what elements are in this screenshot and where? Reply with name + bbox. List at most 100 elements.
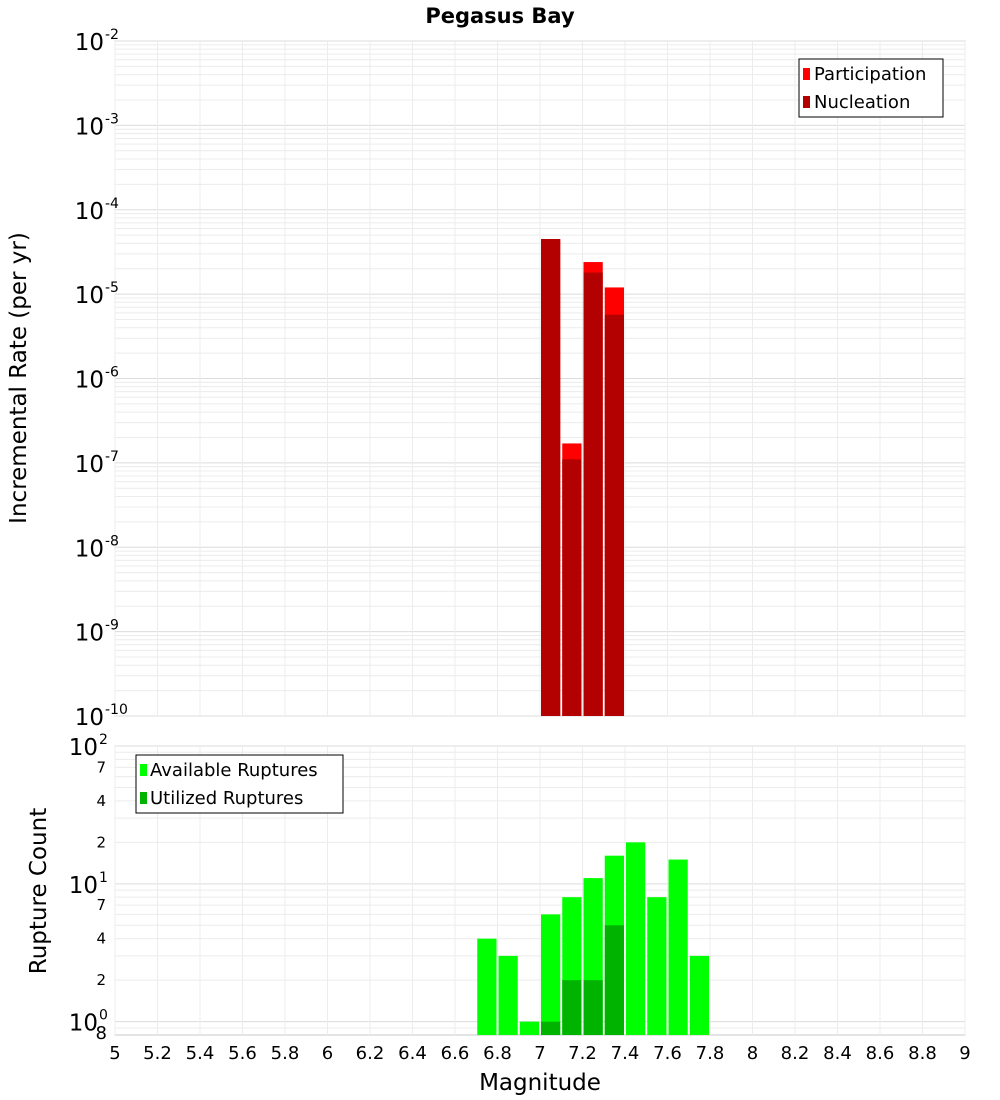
x-tick-label: 7.6 xyxy=(653,1043,682,1064)
x-tick-label: 5.4 xyxy=(186,1043,215,1064)
x-tick-label: 8.6 xyxy=(866,1043,895,1064)
count-bars xyxy=(477,842,709,1035)
x-tick-label: 9 xyxy=(959,1043,970,1064)
utilized-legend-swatch xyxy=(140,792,147,804)
x-tick-label: 5.2 xyxy=(143,1043,172,1064)
rate-y-tick-label: 10 -5 xyxy=(75,280,119,309)
available-legend-label: Available Ruptures xyxy=(150,760,318,781)
nucleation-bar xyxy=(604,314,624,716)
rate-legend: Participation Nucleation xyxy=(798,58,944,118)
rate-y-tick-exponent: -8 xyxy=(105,533,119,549)
count-y-minor-tick-label: 7 xyxy=(96,758,106,776)
x-tick-label: 7.2 xyxy=(568,1043,597,1064)
count-y-axis-label: Rupture Count xyxy=(26,808,52,974)
count-y-tick-base: 10 xyxy=(69,873,98,899)
rate-bars xyxy=(541,239,624,716)
rate-y-tick-exponent: -9 xyxy=(105,618,119,634)
count-y-minor-tick-label: 4 xyxy=(96,792,106,810)
count-y-minor-tick-label: 7 xyxy=(96,896,106,914)
utilized-legend-label: Utilized Ruptures xyxy=(150,788,303,809)
participation-legend-label: Participation xyxy=(814,64,926,85)
x-tick-label: 8.8 xyxy=(908,1043,937,1064)
available-legend-swatch xyxy=(140,764,147,776)
rate-y-tick-label: 10 -9 xyxy=(75,618,119,647)
rate-y-tick-label: 10 -6 xyxy=(75,365,119,394)
rate-y-axis-label: Incremental Rate (per yr) xyxy=(6,232,32,524)
rate-y-tick-base: 10 xyxy=(75,30,104,56)
count-legend-box xyxy=(135,754,344,814)
x-tick-label: 8.4 xyxy=(823,1043,852,1064)
available-ruptures-bar xyxy=(668,859,688,1035)
x-tick-label: 7.4 xyxy=(611,1043,640,1064)
count-y-tick-label: 10 2 xyxy=(69,732,108,761)
count-y-tick-label: 10 1 xyxy=(69,870,108,899)
rate-y-ticks: 10-210-310-410-510-610-710-810-910-10 xyxy=(75,27,128,731)
rate-y-tick-base: 10 xyxy=(75,368,104,394)
count-y-tick-base: 10 xyxy=(69,735,98,761)
available-ruptures-bar xyxy=(477,938,497,1035)
count-y-tick-label: 10 0 xyxy=(69,1008,108,1037)
utilized-ruptures-bar xyxy=(583,980,603,1035)
chart-title: Pegasus Bay xyxy=(425,4,575,28)
rate-y-tick-label: 10 -10 xyxy=(75,702,128,731)
x-tick-label: 6 xyxy=(322,1043,333,1064)
rate-y-tick-base: 10 xyxy=(75,452,104,478)
count-y-tick-base: 10 xyxy=(69,1011,98,1037)
available-ruptures-bar xyxy=(626,842,646,1035)
rate-y-tick-exponent: -10 xyxy=(105,702,128,718)
x-tick-label: 5.8 xyxy=(271,1043,300,1064)
utilized-ruptures-bar xyxy=(604,925,624,1035)
count-y-minor-tick-label: 4 xyxy=(96,930,106,948)
rate-y-tick-exponent: -4 xyxy=(105,196,119,212)
rate-y-tick-exponent: -3 xyxy=(105,111,119,127)
rate-y-tick-label: 10 -4 xyxy=(75,196,119,225)
x-tick-label: 8.2 xyxy=(781,1043,810,1064)
rate-legend-box xyxy=(798,58,944,118)
utilized-ruptures-bar xyxy=(541,1021,561,1035)
count-y-tick-exponent: 2 xyxy=(99,732,108,748)
x-axis-label: Magnitude xyxy=(479,1070,601,1096)
utilized-ruptures-bar xyxy=(562,980,582,1035)
rate-y-tick-exponent: -7 xyxy=(105,449,119,465)
rate-y-tick-label: 10 -7 xyxy=(75,449,119,478)
count-y-tick-exponent: 1 xyxy=(99,870,108,886)
x-tick-label: 6.6 xyxy=(441,1043,470,1064)
x-tick-label: 6.2 xyxy=(356,1043,385,1064)
rate-y-tick-exponent: -2 xyxy=(105,27,119,43)
x-tick-label: 6.8 xyxy=(483,1043,512,1064)
x-tick-label: 5.6 xyxy=(228,1043,257,1064)
rate-y-tick-label: 10 -3 xyxy=(75,111,119,140)
rate-y-tick-base: 10 xyxy=(75,199,104,225)
nucleation-bar xyxy=(562,459,582,716)
rate-y-tick-exponent: -6 xyxy=(105,365,119,381)
rate-y-tick-base: 10 xyxy=(75,114,104,140)
rate-y-tick-label: 10 -8 xyxy=(75,533,119,562)
count-y-tick-exponent: 0 xyxy=(99,1008,108,1024)
available-ruptures-bar xyxy=(647,897,667,1035)
rate-y-tick-base: 10 xyxy=(75,283,104,309)
participation-legend-swatch xyxy=(803,68,810,80)
x-ticks: 5 5.2 5.4 5.6 5.8 6 6.2 6.4 6.6 6.8 7 7.2 7.4 7.6 7.8 8… xyxy=(109,1043,970,1064)
nucleation-bar xyxy=(541,239,561,716)
rate-y-tick-base: 10 xyxy=(75,705,104,731)
count-y-minor-tick-label: 8 xyxy=(96,1023,107,1044)
nucleation-legend-label: Nucleation xyxy=(814,92,910,113)
x-tick-label: 5 xyxy=(109,1043,120,1064)
nucleation-legend-swatch xyxy=(803,96,810,108)
rate-y-tick-exponent: -5 xyxy=(105,280,119,296)
x-tick-label: 7 xyxy=(534,1043,545,1064)
available-ruptures-bar xyxy=(689,955,709,1035)
count-legend: Available Ruptures Utilized Ruptures xyxy=(135,754,344,814)
rate-grid xyxy=(114,40,966,717)
count-y-minor-tick-label: 2 xyxy=(96,833,106,851)
rate-y-tick-base: 10 xyxy=(75,621,104,647)
x-tick-label: 6.4 xyxy=(398,1043,427,1064)
rate-y-tick-base: 10 xyxy=(75,536,104,562)
rate-panel: 10-210-310-410-510-610-710-810-910-10 In… xyxy=(6,27,966,731)
available-ruptures-bar xyxy=(498,955,518,1035)
available-ruptures-bar xyxy=(519,1021,539,1035)
x-tick-label: 8 xyxy=(747,1043,758,1064)
